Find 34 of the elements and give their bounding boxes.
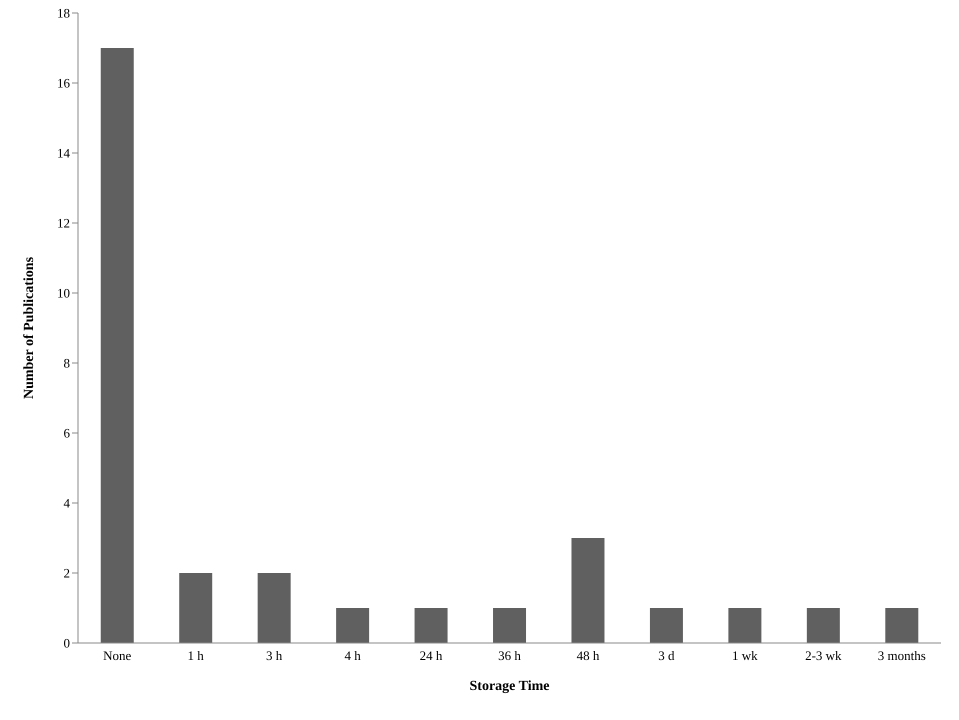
bar bbox=[336, 608, 370, 643]
y-tick-label: 18 bbox=[57, 6, 70, 21]
y-tick-label: 14 bbox=[57, 146, 70, 161]
y-tick-label: 0 bbox=[64, 636, 70, 651]
y-axis-title: Number of Publications bbox=[22, 256, 37, 400]
bar bbox=[414, 608, 448, 643]
y-tick-label: 10 bbox=[57, 286, 70, 301]
y-tick-label: 6 bbox=[64, 426, 70, 441]
bar bbox=[179, 573, 212, 643]
y-tick-label: 4 bbox=[64, 496, 70, 511]
y-tick-label: 12 bbox=[57, 216, 70, 231]
x-tick-label: 48 h bbox=[576, 648, 600, 664]
bar bbox=[650, 608, 683, 643]
x-tick-label: 1 h bbox=[188, 648, 204, 664]
bar bbox=[806, 608, 840, 643]
bar bbox=[571, 538, 604, 643]
y-tick-label: 8 bbox=[64, 356, 70, 371]
x-tick-label: 2-3 wk bbox=[805, 648, 842, 664]
x-tick-label: None bbox=[103, 648, 132, 664]
y-tick-label: 16 bbox=[57, 76, 70, 91]
bar bbox=[100, 48, 134, 643]
y-tick-label: 2 bbox=[64, 566, 70, 581]
x-tick-label: 3 months bbox=[878, 648, 926, 664]
x-tick-label: 3 d bbox=[658, 648, 676, 664]
bar bbox=[885, 608, 918, 643]
x-tick-label: 1 wk bbox=[732, 648, 758, 664]
bar bbox=[728, 608, 762, 643]
x-axis-title: Storage Time bbox=[470, 679, 550, 694]
bar bbox=[258, 573, 291, 643]
x-tick-label: 3 h bbox=[266, 648, 283, 664]
x-tick-label: 36 h bbox=[498, 648, 522, 664]
x-tick-label: 4 h bbox=[344, 648, 362, 664]
x-tick-label: 24 h bbox=[420, 648, 443, 664]
bar bbox=[493, 608, 526, 643]
